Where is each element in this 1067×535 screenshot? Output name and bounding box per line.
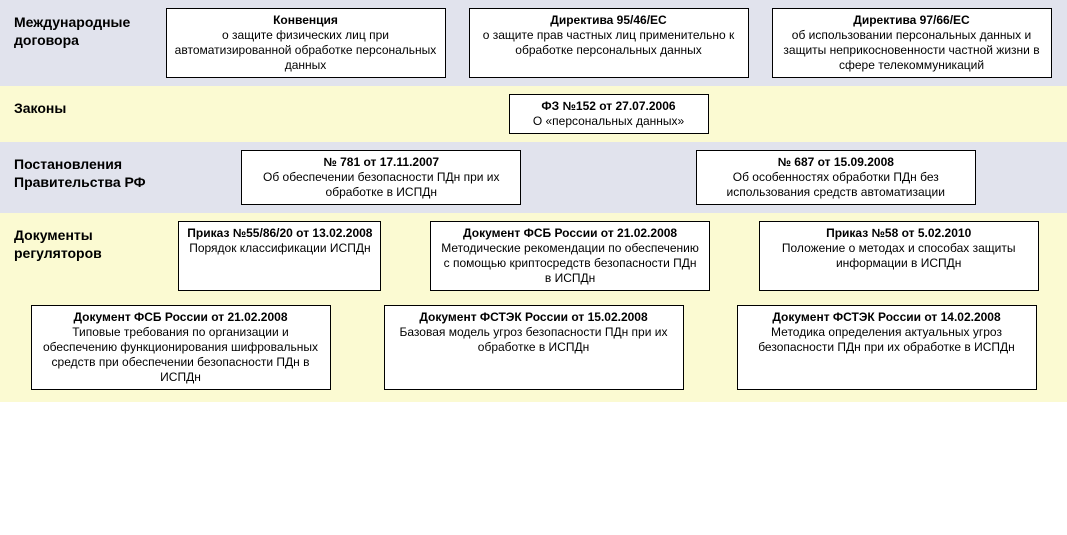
band-label-regulators: Документы регуляторов [14, 221, 164, 262]
box-title: № 687 от 15.09.2008 [705, 155, 967, 170]
band-label-gov: Постановления Правительства РФ [14, 150, 164, 191]
box-title: Приказ №58 от 5.02.2010 [768, 226, 1030, 241]
box-fsb-21-02-2008-b: Документ ФСБ России от 21.02.2008 Типовы… [31, 305, 331, 390]
box-body: О «персональных данных» [518, 114, 700, 129]
box-body: о защите прав частных лиц применительно … [478, 28, 740, 58]
box-title: Документ ФСТЭК России от 14.02.2008 [746, 310, 1028, 325]
band-label-international: Международные договора [14, 8, 164, 49]
box-title: Документ ФСБ России от 21.02.2008 [40, 310, 322, 325]
box-fstek-14-02-2008: Документ ФСТЭК России от 14.02.2008 Мето… [737, 305, 1037, 390]
band-international: Международные договора Конвенция о защит… [0, 0, 1067, 86]
box-body: Об обеспечении безопасности ПДн при их о… [250, 170, 512, 200]
box-fz-152: ФЗ №152 от 27.07.2006 О «персональных да… [509, 94, 709, 134]
box-title: Конвенция [175, 13, 437, 28]
band-regulators-wrapper: Документы регуляторов Приказ №55/86/20 о… [0, 213, 1067, 402]
box-order-58: Приказ №58 от 5.02.2010 Положение о мето… [759, 221, 1039, 291]
band-regulators-row2: Документ ФСБ России от 21.02.2008 Типовы… [0, 299, 1067, 402]
box-title: № 781 от 17.11.2007 [250, 155, 512, 170]
box-fstek-15-02-2008: Документ ФСТЭК России от 15.02.2008 Базо… [384, 305, 684, 390]
box-directive-95-46: Директива 95/46/ЕС о защите прав частных… [469, 8, 749, 78]
box-convention: Конвенция о защите физических лиц при ав… [166, 8, 446, 78]
box-title: Директива 97/66/ЕС [781, 13, 1043, 28]
box-title: ФЗ №152 от 27.07.2006 [518, 99, 700, 114]
box-decree-781: № 781 от 17.11.2007 Об обеспечении безоп… [241, 150, 521, 205]
box-body: Положение о методах и способах защиты ин… [768, 241, 1030, 271]
band-content-laws: ФЗ №152 от 27.07.2006 О «персональных да… [164, 94, 1053, 134]
box-decree-687: № 687 от 15.09.2008 Об особенностях обра… [696, 150, 976, 205]
band-content-gov: № 781 от 17.11.2007 Об обеспечении безоп… [164, 150, 1053, 205]
band-laws: Законы ФЗ №152 от 27.07.2006 О «персонал… [0, 86, 1067, 142]
box-body: Методика определения актуальных угроз бе… [746, 325, 1028, 355]
box-body: Порядок классификации ИСПДн [187, 241, 372, 256]
box-title: Документ ФСБ России от 21.02.2008 [439, 226, 701, 241]
box-body: Методические рекомендации по обеспечению… [439, 241, 701, 286]
band-content-international: Конвенция о защите физических лиц при ав… [164, 8, 1053, 78]
box-fsb-21-02-2008-a: Документ ФСБ России от 21.02.2008 Методи… [430, 221, 710, 291]
band-content-regulators: Приказ №55/86/20 от 13.02.2008 Порядок к… [164, 221, 1053, 291]
box-body: об использовании персональных данных и з… [781, 28, 1043, 73]
box-order-55-86-20: Приказ №55/86/20 от 13.02.2008 Порядок к… [178, 221, 381, 291]
box-body: Об особенностях обработки ПДн без исполь… [705, 170, 967, 200]
box-title: Приказ №55/86/20 от 13.02.2008 [187, 226, 372, 241]
band-regulators: Документы регуляторов Приказ №55/86/20 о… [0, 213, 1067, 299]
band-label-laws: Законы [14, 94, 164, 118]
box-title: Документ ФСТЭК России от 15.02.2008 [393, 310, 675, 325]
box-body: Базовая модель угроз безопасности ПДн пр… [393, 325, 675, 355]
box-body: о защите физических лиц при автоматизиро… [175, 28, 437, 73]
box-title: Директива 95/46/ЕС [478, 13, 740, 28]
box-directive-97-66: Директива 97/66/ЕС об использовании перс… [772, 8, 1052, 78]
band-gov-decrees: Постановления Правительства РФ № 781 от … [0, 142, 1067, 213]
box-body: Типовые требования по организации и обес… [40, 325, 322, 385]
